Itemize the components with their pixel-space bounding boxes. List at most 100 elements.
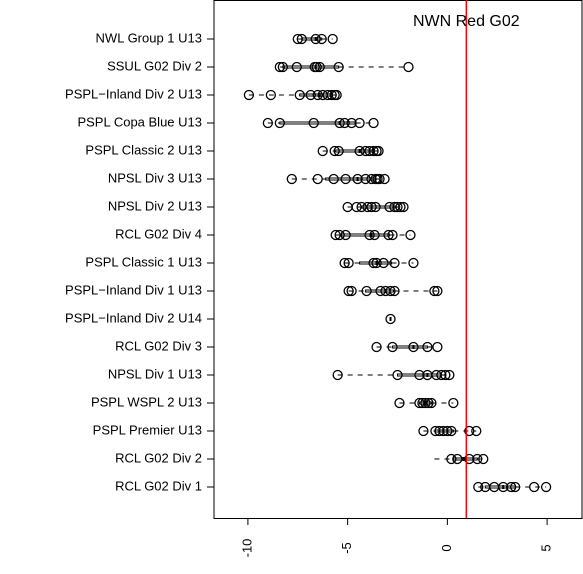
point: [398, 201, 409, 213]
point: [448, 397, 459, 409]
y-tick-label: RCL G02 Div 1: [115, 478, 202, 493]
point: [434, 425, 445, 437]
y-tick-label: PSPL−Inland Div 1 U13: [65, 282, 202, 297]
point: [343, 257, 354, 269]
point: [334, 117, 345, 129]
point: [446, 425, 457, 437]
point: [291, 61, 302, 73]
point: [473, 481, 484, 493]
point: [360, 145, 371, 157]
y-tick-label: NPSL Div 2 U13: [108, 198, 202, 213]
y-tick-label: PSPL−Inland Div 2 U13: [65, 86, 202, 101]
x-tick-label: 5: [539, 544, 554, 551]
point: [506, 481, 517, 493]
point: [294, 89, 305, 101]
point: [420, 397, 431, 409]
point: [540, 481, 552, 493]
point: [429, 285, 440, 297]
point: [387, 341, 398, 353]
y-tick-label: RCL G02 Div 4: [115, 226, 202, 241]
y-tick-label: NPSL Div 3 U13: [108, 170, 202, 185]
point: [339, 117, 350, 129]
point: [489, 481, 500, 493]
point: [389, 257, 400, 269]
point: [464, 453, 475, 465]
x-tick-label: -10: [239, 539, 254, 558]
point: [452, 453, 463, 465]
point: [383, 229, 394, 241]
point: [371, 341, 382, 353]
point: [432, 341, 443, 353]
point: [446, 453, 457, 465]
point: [368, 145, 379, 157]
point: [364, 229, 375, 241]
point: [373, 145, 384, 157]
point: [354, 145, 365, 157]
point: [440, 369, 451, 381]
point: [374, 173, 385, 185]
point: [312, 89, 323, 101]
point: [414, 369, 425, 381]
y-tick-label: NWL Group 1 U13: [96, 30, 202, 45]
point: [385, 285, 396, 297]
point: [375, 285, 386, 297]
point: [346, 285, 357, 297]
y-tick-label: PSPL Premier U13: [93, 422, 202, 437]
point: [360, 173, 371, 185]
point: [432, 285, 443, 297]
y-tick-label: RCL G02 Div 2: [115, 450, 202, 465]
point: [274, 61, 285, 73]
y-tick-label: PSPL−Inland Div 2 U14: [65, 310, 202, 325]
point: [316, 33, 327, 45]
point: [368, 257, 379, 269]
point: [471, 425, 482, 437]
point: [340, 173, 351, 185]
point: [274, 117, 285, 129]
y-tick-label: NPSL Div 1 U13: [108, 366, 202, 381]
point: [333, 145, 344, 157]
point: [403, 61, 414, 73]
y-tick-label: SSUL G02 Div 2: [107, 58, 202, 73]
y-tick-label: PSPL Classic 2 U13: [85, 142, 202, 157]
point: [327, 33, 338, 45]
plot-frame: [213, 0, 583, 519]
point: [392, 369, 403, 381]
point: [418, 425, 429, 437]
point: [352, 173, 363, 185]
point: [436, 369, 447, 381]
point: [312, 173, 323, 185]
point: [356, 201, 367, 213]
point: [262, 117, 274, 129]
point: [310, 33, 321, 45]
point: [369, 229, 380, 241]
point: [444, 369, 455, 381]
point: [366, 201, 377, 213]
point: [311, 61, 322, 73]
point: [331, 89, 342, 101]
point: [426, 397, 437, 409]
point: [330, 229, 341, 241]
point: [387, 229, 398, 241]
point: [378, 257, 389, 269]
point: [430, 425, 441, 437]
box: [392, 345, 428, 349]
point: [326, 89, 337, 101]
point: [395, 201, 406, 213]
point: [286, 173, 297, 185]
point: [354, 117, 365, 129]
point: [343, 285, 354, 297]
point: [333, 61, 344, 73]
point: [379, 173, 390, 185]
x-tick-label: -5: [339, 542, 354, 554]
point: [385, 313, 396, 325]
y-tick-label: PSPL Copa Blue U13: [77, 114, 202, 129]
point: [361, 285, 372, 297]
point: [339, 257, 350, 269]
point: [346, 117, 357, 129]
y-tick-label: PSPL Classic 1 U13: [85, 254, 202, 269]
point: [384, 201, 395, 213]
point: [478, 453, 489, 465]
point: [334, 229, 345, 241]
point: [368, 117, 379, 129]
